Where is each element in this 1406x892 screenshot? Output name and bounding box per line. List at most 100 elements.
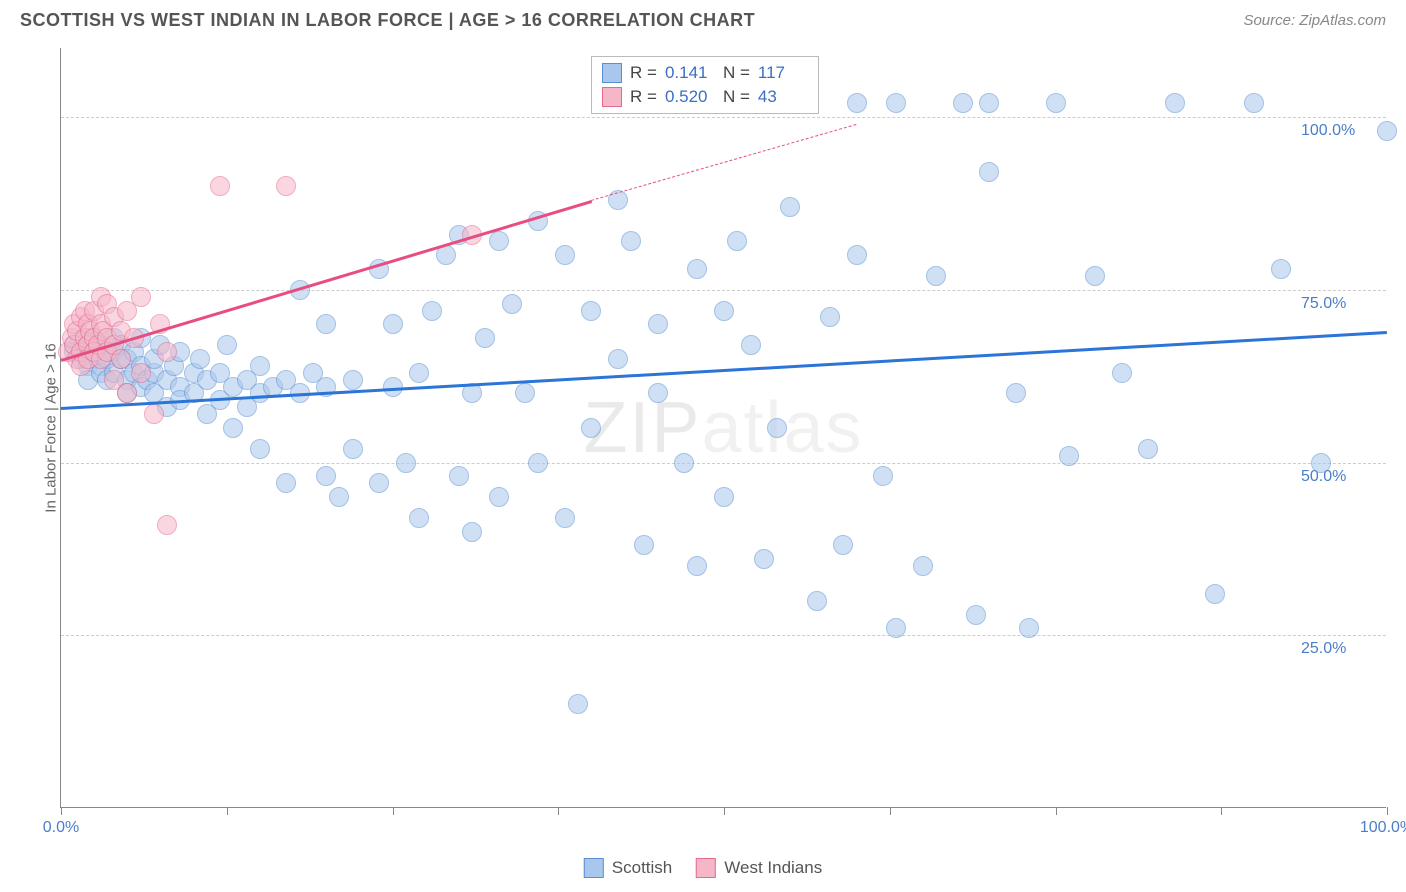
x-tick (724, 807, 725, 815)
y-tick-label: 100.0% (1301, 122, 1355, 140)
data-point (1165, 93, 1185, 113)
data-point (820, 307, 840, 327)
data-point (1112, 363, 1132, 383)
data-point (316, 466, 336, 486)
data-point (1377, 121, 1397, 141)
data-point (754, 549, 774, 569)
stat-r-value: 0.141 (665, 63, 715, 83)
regression-line (591, 124, 856, 201)
data-point (528, 453, 548, 473)
data-point (1059, 446, 1079, 466)
x-tick-label: 100.0% (1360, 819, 1406, 837)
data-point (555, 245, 575, 265)
data-point (502, 294, 522, 314)
data-point (383, 377, 403, 397)
data-point (111, 349, 131, 369)
stat-n-label: N = (723, 63, 750, 83)
x-tick (393, 807, 394, 815)
watermark: ZIPatlas (583, 387, 863, 469)
data-point (276, 176, 296, 196)
data-point (1311, 453, 1331, 473)
data-point (250, 356, 270, 376)
data-point (117, 383, 137, 403)
chart-title: SCOTTISH VS WEST INDIAN IN LABOR FORCE |… (20, 10, 755, 31)
stat-r-label: R = (630, 87, 657, 107)
data-point (714, 301, 734, 321)
data-point (886, 618, 906, 638)
data-point (1085, 266, 1105, 286)
stats-row: R = 0.141 N = 117 (602, 61, 808, 85)
data-point (807, 591, 827, 611)
data-point (462, 522, 482, 542)
data-point (674, 453, 694, 473)
data-point (1138, 439, 1158, 459)
data-point (131, 287, 151, 307)
data-point (727, 231, 747, 251)
data-point (581, 301, 601, 321)
x-tick (227, 807, 228, 815)
chart-header: SCOTTISH VS WEST INDIAN IN LABOR FORCE |… (0, 0, 1406, 39)
data-point (966, 605, 986, 625)
data-point (383, 314, 403, 334)
data-point (343, 370, 363, 390)
data-point (926, 266, 946, 286)
data-point (913, 556, 933, 576)
data-point (767, 418, 787, 438)
legend-swatch (584, 858, 604, 878)
data-point (847, 245, 867, 265)
data-point (1019, 618, 1039, 638)
data-point (489, 231, 509, 251)
legend-item: West Indians (696, 858, 822, 878)
data-point (369, 473, 389, 493)
data-point (210, 176, 230, 196)
gridline (61, 290, 1386, 291)
data-point (409, 363, 429, 383)
plot-area: In Labor Force | Age > 16 ZIPatlas 25.0%… (60, 48, 1386, 808)
data-point (648, 314, 668, 334)
x-tick-label: 0.0% (43, 819, 79, 837)
stat-n-value: 117 (758, 63, 808, 83)
stat-n-value: 43 (758, 87, 808, 107)
stats-box: R = 0.141 N = 117 R = 0.520 N = 43 (591, 56, 819, 114)
legend-swatch (696, 858, 716, 878)
data-point (687, 259, 707, 279)
legend-swatch (602, 63, 622, 83)
data-point (475, 328, 495, 348)
x-tick (61, 807, 62, 815)
data-point (621, 231, 641, 251)
x-tick (1056, 807, 1057, 815)
stat-r-label: R = (630, 63, 657, 83)
data-point (329, 487, 349, 507)
chart-source: Source: ZipAtlas.com (1243, 12, 1386, 29)
data-point (568, 694, 588, 714)
data-point (581, 418, 601, 438)
data-point (1205, 584, 1225, 604)
legend-label: Scottish (612, 858, 672, 878)
data-point (316, 314, 336, 334)
data-point (409, 508, 429, 528)
data-point (157, 515, 177, 535)
data-point (396, 453, 416, 473)
legend-item: Scottish (584, 858, 672, 878)
data-point (741, 335, 761, 355)
legend-label: West Indians (724, 858, 822, 878)
data-point (1244, 93, 1264, 113)
data-point (190, 349, 210, 369)
y-tick-label: 25.0% (1301, 640, 1346, 658)
x-tick (558, 807, 559, 815)
data-point (780, 197, 800, 217)
x-tick (1221, 807, 1222, 815)
data-point (449, 466, 469, 486)
chart-container: In Labor Force | Age > 16 ZIPatlas 25.0%… (20, 48, 1386, 808)
data-point (217, 335, 237, 355)
stats-row: R = 0.520 N = 43 (602, 85, 808, 109)
x-tick (1387, 807, 1388, 815)
gridline (61, 635, 1386, 636)
legend-swatch (602, 87, 622, 107)
stat-r-value: 0.520 (665, 87, 715, 107)
data-point (979, 162, 999, 182)
data-point (223, 418, 243, 438)
data-point (953, 93, 973, 113)
stat-n-label: N = (723, 87, 750, 107)
y-tick-label: 75.0% (1301, 295, 1346, 313)
